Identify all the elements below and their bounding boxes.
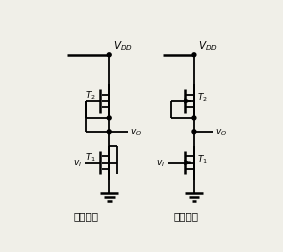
Text: 实际电路: 实际电路 (74, 210, 99, 220)
Text: $v_O$: $v_O$ (130, 127, 142, 138)
Text: $v_I$: $v_I$ (156, 158, 166, 168)
Circle shape (192, 54, 196, 57)
Circle shape (107, 130, 111, 134)
Circle shape (192, 130, 196, 134)
Text: $T_1$: $T_1$ (197, 153, 208, 165)
Circle shape (107, 116, 111, 120)
Circle shape (107, 54, 111, 57)
Text: $T_2$: $T_2$ (85, 89, 96, 102)
Circle shape (192, 116, 196, 120)
Text: $v_I$: $v_I$ (73, 158, 82, 168)
Text: 简化电路: 简化电路 (174, 210, 199, 220)
Text: $V_{DD}$: $V_{DD}$ (113, 40, 133, 53)
Text: $v_O$: $v_O$ (215, 127, 227, 138)
Text: $T_1$: $T_1$ (85, 150, 96, 163)
Text: $T_2$: $T_2$ (197, 91, 208, 104)
Text: $V_{DD}$: $V_{DD}$ (198, 40, 218, 53)
